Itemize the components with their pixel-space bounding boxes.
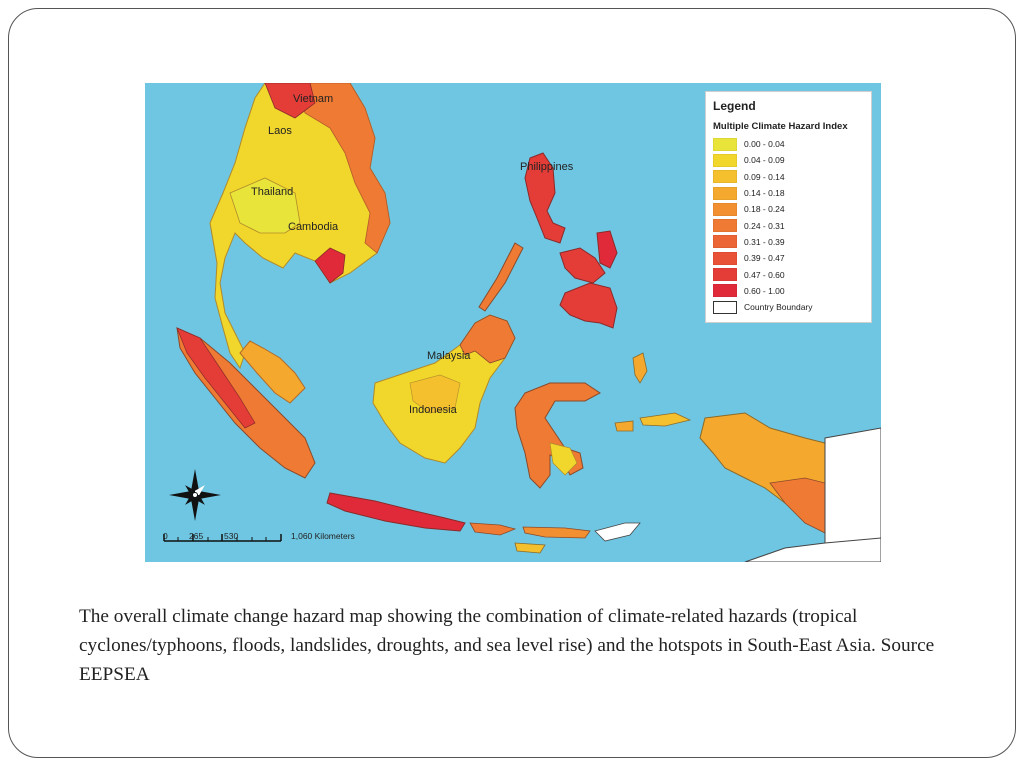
legend-item: 0.60 - 1.00 [713,283,813,299]
label-cambodia: Cambodia [288,221,339,233]
palawan [478,242,524,312]
legend-swatch [713,202,737,216]
legend-item-boundary: Country Boundary [713,299,813,315]
legend-title: Legend [713,99,756,113]
north-vietnam-region [264,83,316,119]
australia-edge [744,537,881,562]
sarawak-sabah [459,314,516,364]
seram [639,412,692,427]
papua-new-guinea [824,427,881,562]
label-vietnam: Vietnam [293,93,334,105]
compass-rose-icon [169,469,221,521]
legend-item-label: 0.39 - 0.47 [744,253,785,264]
mekong-delta-region [314,247,346,284]
label-thailand: Thailand [251,186,294,198]
legend-item-label: 0.47 - 0.60 [744,269,785,280]
scale-bar-graphic [163,534,282,542]
legend-items: 0.00 - 0.04 0.04 - 0.09 0.09 - 0.14 0.14 - … [713,136,813,315]
legend-item: 0.47 - 0.60 [713,266,813,282]
legend-item-label: 0.60 - 1.00 [744,285,785,296]
label-philippines: Philippines [520,161,574,173]
hazard-map: Vietnam Laos Thailand Cambodia Philippin… [145,83,881,562]
mindanao [559,282,618,329]
sulawesi [514,382,601,489]
map-canvas [169,83,881,562]
label-malaysia: Malaysia [427,350,471,362]
thailand-inner-region [229,177,301,234]
legend-subtitle: Multiple Climate Hazard Index [713,121,848,132]
scale-tick-label: 0 [163,531,168,541]
sumbawa-flores [522,526,591,539]
legend-item: 0.00 - 0.04 [713,136,813,152]
legend-item: 0.09 - 0.14 [713,169,813,185]
legend-item: 0.18 - 0.24 [713,201,813,217]
legend-swatch [713,268,737,282]
legend-swatch [713,235,737,249]
java [326,492,466,532]
sumba [514,542,546,554]
label-laos: Laos [268,125,292,137]
buru [614,420,634,432]
legend-swatch [713,219,737,233]
new-guinea-south [769,477,826,534]
legend-item-label: 0.09 - 0.14 [744,171,785,182]
legend-item: 0.04 - 0.09 [713,152,813,168]
legend-item-label: 0.18 - 0.24 [744,204,785,215]
legend-item-label: 0.24 - 0.31 [744,220,785,231]
scale-tick-label: 530 [224,531,239,541]
legend-item: 0.39 - 0.47 [713,250,813,266]
legend-swatch [713,137,737,151]
scale-tick-label: 1,060 Kilometers [291,531,355,541]
halmahera [632,352,648,384]
legend-item: 0.31 - 0.39 [713,234,813,250]
visayas [559,247,606,284]
legend-item: 0.24 - 0.31 [713,217,813,233]
figure-caption: The overall climate change hazard map sh… [79,606,935,685]
timor [594,522,641,542]
legend-item-label: Country Boundary [744,302,813,313]
sumatra-west-coast [176,327,256,429]
legend-item: 0.14 - 0.18 [713,185,813,201]
map-legend: Legend Multiple Climate Hazard Index 0.0… [705,91,872,323]
malay-peninsula [239,340,306,404]
luzon [524,152,566,244]
legend-swatch [713,186,737,200]
legend-item-label: 0.31 - 0.39 [744,236,785,247]
vietnam-coast-region [294,83,391,254]
legend-swatch [713,251,737,265]
bali-lombok [469,522,517,536]
label-indonesia: Indonesia [409,404,457,416]
legend-item-label: 0.00 - 0.04 [744,139,785,150]
legend-item-label: 0.04 - 0.09 [744,155,785,166]
legend-swatch [713,170,737,184]
scale-tick-label: 265 [189,531,204,541]
legend-swatch [713,284,737,298]
legend-swatch [713,300,737,314]
legend-swatch [713,153,737,167]
legend-item-label: 0.14 - 0.18 [744,188,785,199]
central-borneo [409,374,461,414]
sulawesi-southeast [549,442,578,476]
samar-leyte [596,230,618,269]
